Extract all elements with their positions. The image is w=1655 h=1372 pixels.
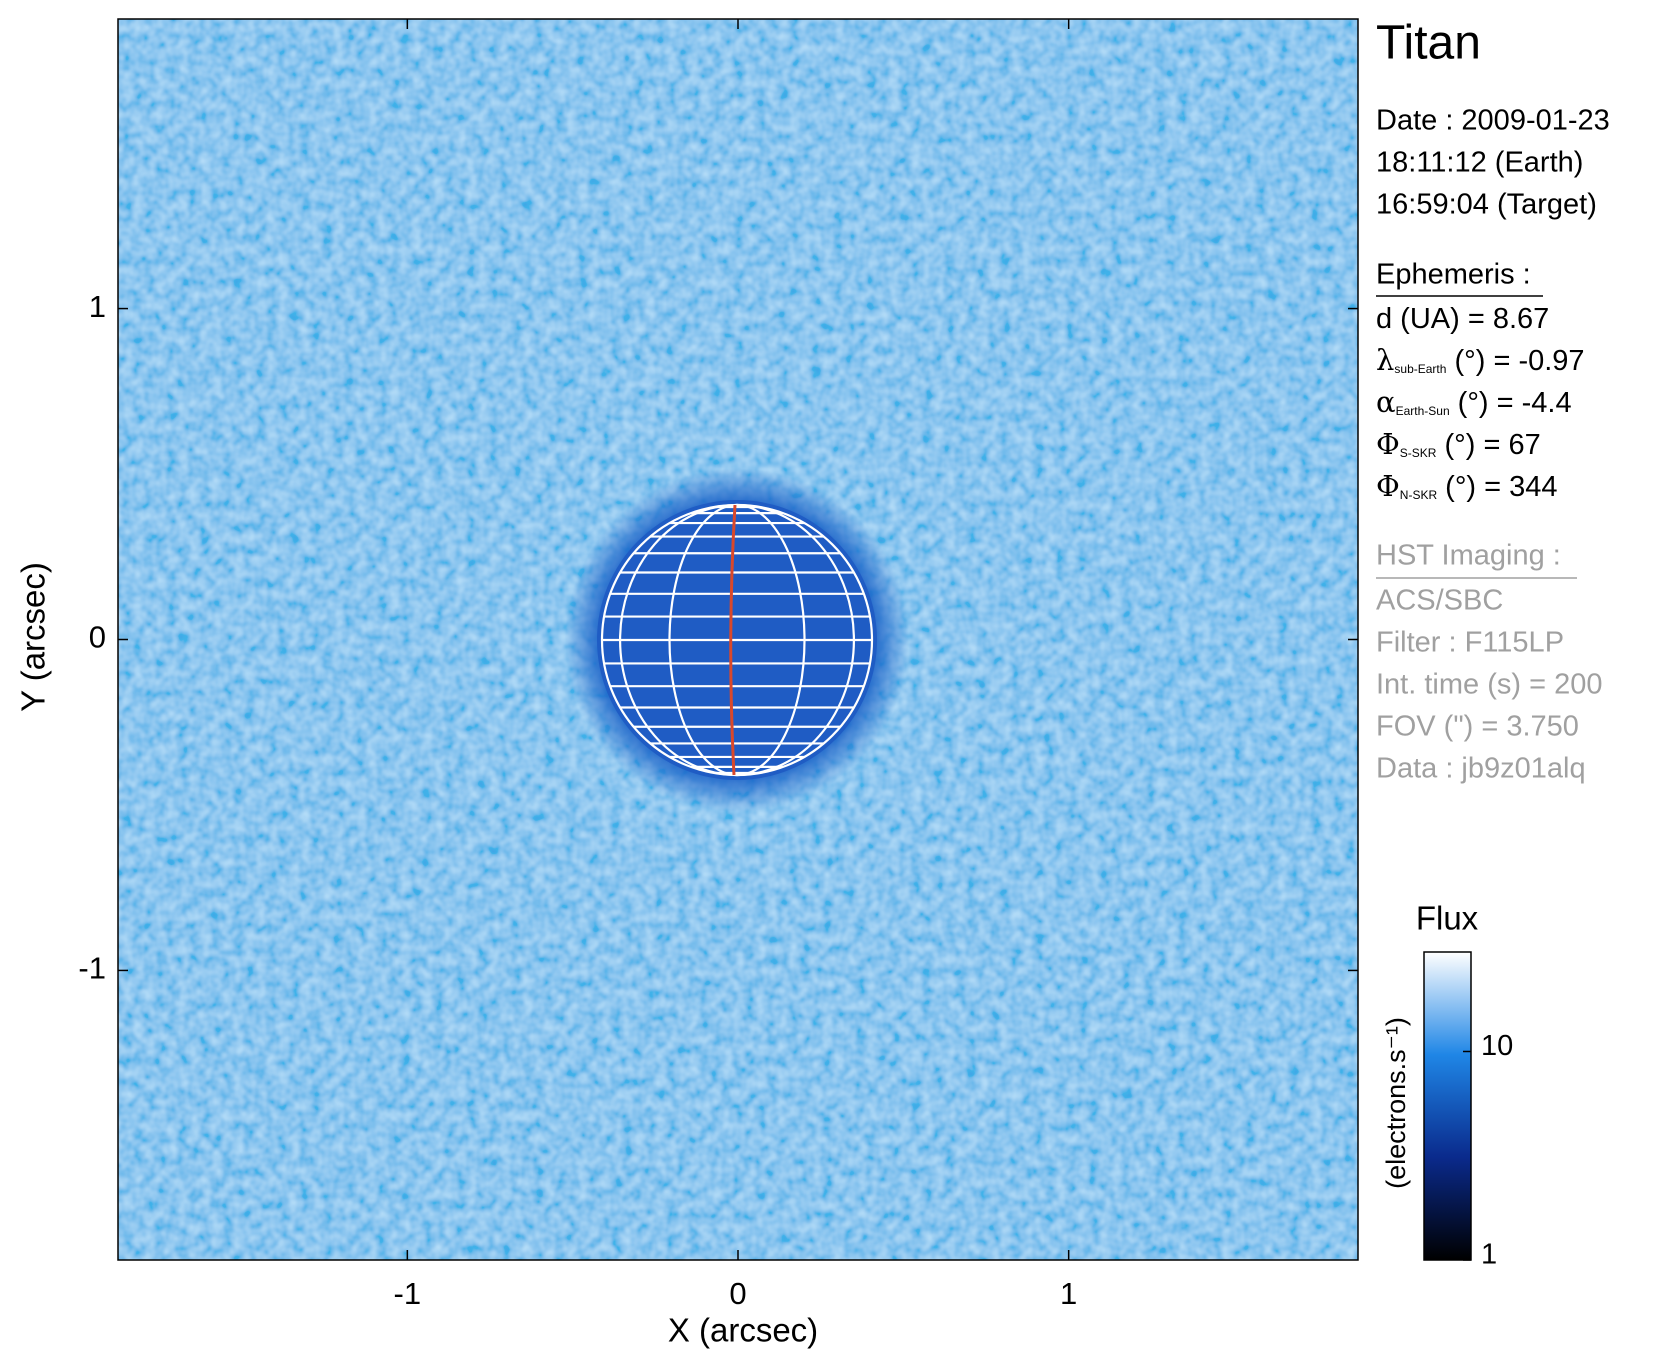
subscript: S-SKR	[1400, 446, 1437, 460]
symbol: Φ	[1376, 469, 1400, 503]
panel-title: Titan	[1376, 17, 1481, 70]
colorbar-title: Flux	[1416, 900, 1479, 937]
ephemeris-line: ΦN-SKR (°) = 344	[1376, 469, 1558, 503]
symbol: Φ	[1376, 427, 1400, 461]
ephemeris-heading: Ephemeris :	[1376, 259, 1531, 291]
ephemeris-line: λsub-Earth (°) = -0.97	[1376, 343, 1585, 377]
colorbar: 1 10	[1423, 951, 1513, 1271]
graticule	[600, 503, 874, 777]
ephemeris-value: (°) = 344	[1437, 471, 1557, 503]
imaging-heading: HST Imaging :	[1376, 540, 1561, 572]
subscript: sub-Earth	[1394, 362, 1446, 376]
x-tick-label: 1	[1060, 1276, 1077, 1311]
imaging-line: Int. time (s) = 200	[1376, 669, 1602, 701]
date-line: Date : 2009-01-23	[1376, 105, 1610, 137]
y-tick-label: 1	[89, 289, 106, 324]
ephemeris-line: d (UA) = 8.67	[1376, 303, 1549, 335]
y-tick-label: 0	[89, 620, 106, 655]
x-tick-label: 0	[729, 1276, 746, 1311]
ephemeris-value: (°) = -0.97	[1446, 345, 1584, 377]
imaging-line: Filter : F115LP	[1376, 627, 1564, 659]
central-meridian	[729, 504, 737, 776]
subscript: N-SKR	[1400, 488, 1438, 502]
colorbar-tick-label: 10	[1481, 1030, 1513, 1062]
imaging-line: Data : jb9z01alq	[1376, 753, 1586, 785]
date-line: 18:11:12 (Earth)	[1376, 147, 1583, 179]
ephemeris-line: ΦS-SKR (°) = 67	[1376, 427, 1541, 461]
imaging-line: ACS/SBC	[1376, 585, 1503, 617]
date-line: 16:59:04 (Target)	[1376, 189, 1597, 221]
imaging-line: FOV (") = 3.750	[1376, 711, 1579, 743]
colorbar-tick-label: 1	[1481, 1239, 1497, 1271]
subscript: Earth-Sun	[1396, 404, 1450, 418]
longitude-line	[618, 503, 856, 777]
y-tick-label: -1	[78, 951, 106, 986]
image-area	[118, 19, 1358, 1260]
ephemeris-value: (°) = -4.4	[1450, 387, 1572, 419]
colorbar-gradient	[1423, 951, 1472, 1261]
x-axis-label: X (arcsec)	[668, 1312, 818, 1349]
y-axis-label: Y (arcsec)	[15, 562, 52, 712]
ephemeris-value: (°) = 67	[1436, 429, 1540, 461]
symbol: α	[1376, 385, 1396, 419]
symbol: λ	[1376, 343, 1394, 377]
colorbar-label: (electrons.s⁻¹)	[1381, 1017, 1411, 1189]
ephemeris-value: d (UA) = 8.67	[1376, 303, 1549, 335]
ephemeris-line: αEarth-Sun (°) = -4.4	[1376, 385, 1572, 419]
x-tick-label: -1	[394, 1276, 422, 1311]
